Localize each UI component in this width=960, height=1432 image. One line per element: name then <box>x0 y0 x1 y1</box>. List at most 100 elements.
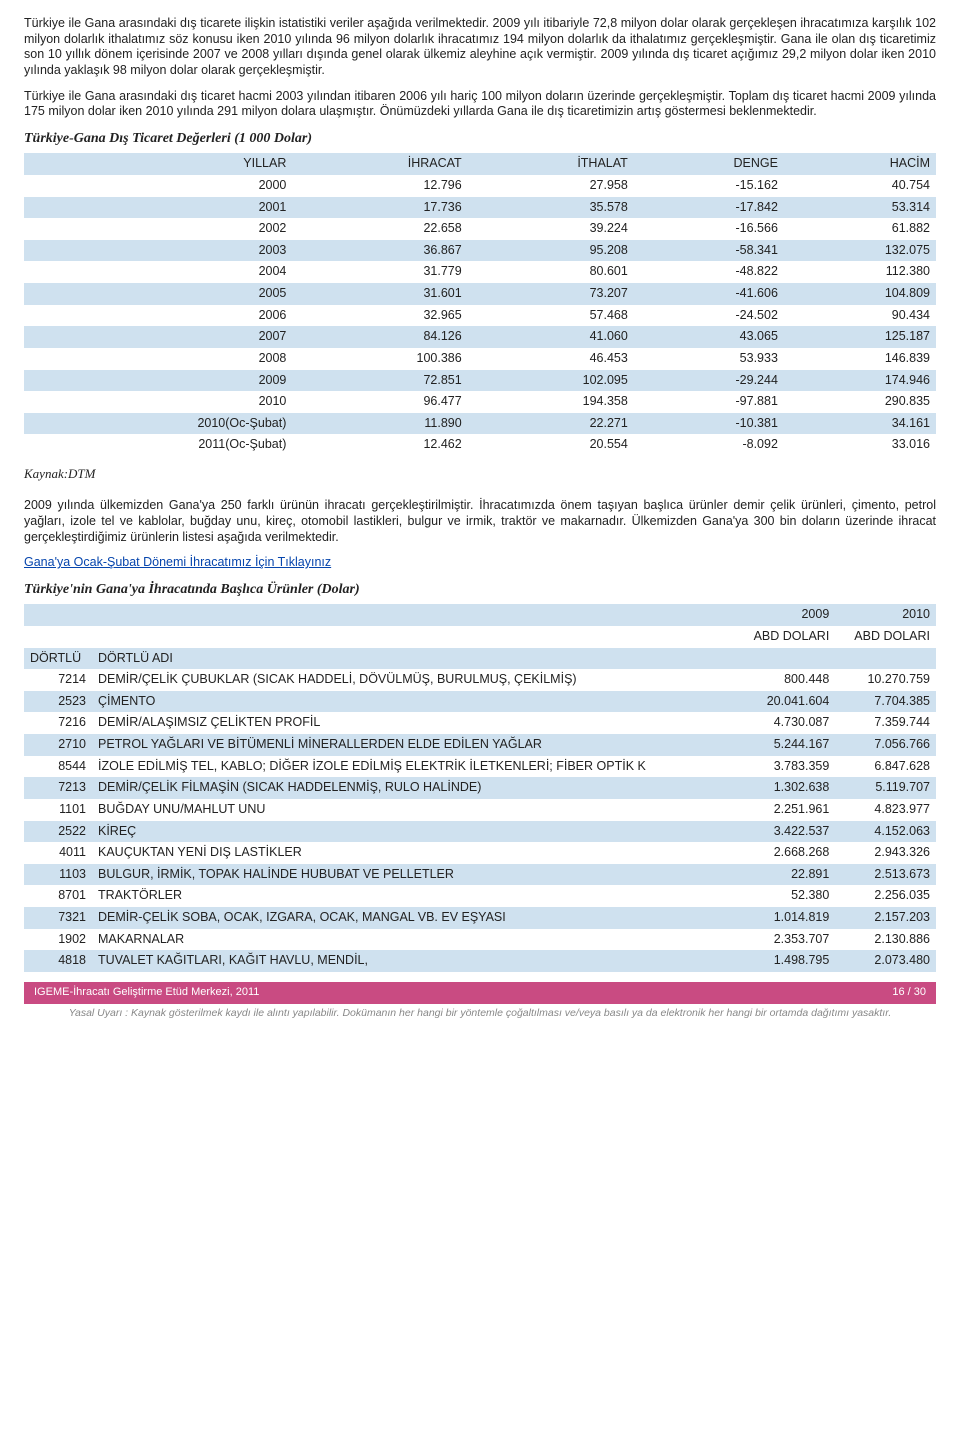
table-cell: 2009 <box>24 370 292 392</box>
main-products-table: 2009 2010 ABD DOLARI ABD DOLARI DÖRTLÜ D… <box>24 604 936 972</box>
value-2009: 22.891 <box>735 864 836 886</box>
table-cell: -17.842 <box>634 197 784 219</box>
table-cell: 46.453 <box>468 348 634 370</box>
table-cell: 39.224 <box>468 218 634 240</box>
value-2009: 2.353.707 <box>735 929 836 951</box>
table-cell: 34.161 <box>784 413 936 435</box>
product-name: BUĞDAY UNU/MAHLUT UNU <box>92 799 735 821</box>
table-cell: 20.554 <box>468 434 634 456</box>
table-row: 4011KAUÇUKTAN YENİ DIŞ LASTİKLER2.668.26… <box>24 842 936 864</box>
table-cell: 100.386 <box>292 348 467 370</box>
table-row: 2523ÇİMENTO20.041.6047.704.385 <box>24 691 936 713</box>
value-2010: 7.704.385 <box>835 691 936 713</box>
table-cell: 61.882 <box>784 218 936 240</box>
table-row: 1103BULGUR, İRMİK, TOPAK HALİNDE HUBUBAT… <box>24 864 936 886</box>
table-cell: -29.244 <box>634 370 784 392</box>
table-row: 2010(Oc-Şubat)11.89022.271-10.38134.161 <box>24 413 936 435</box>
t2-col-code: DÖRTLÜ <box>24 648 92 670</box>
product-code: 1101 <box>24 799 92 821</box>
table-cell: -16.566 <box>634 218 784 240</box>
product-code: 2523 <box>24 691 92 713</box>
value-2009: 2.668.268 <box>735 842 836 864</box>
value-2009: 1.498.795 <box>735 950 836 972</box>
product-name: PETROL YAĞLARI VE BİTÜMENLİ MİNERALLERDE… <box>92 734 735 756</box>
table-cell: 22.271 <box>468 413 634 435</box>
product-code: 4011 <box>24 842 92 864</box>
intro-para-1: Türkiye ile Gana arasındaki dış ticarete… <box>24 16 936 79</box>
product-code: 2710 <box>24 734 92 756</box>
table-cell: 57.468 <box>468 305 634 327</box>
product-code: 8544 <box>24 756 92 778</box>
value-2009: 3.422.537 <box>735 821 836 843</box>
table-row: 2710PETROL YAĞLARI VE BİTÜMENLİ MİNERALL… <box>24 734 936 756</box>
table-cell: 2008 <box>24 348 292 370</box>
product-code: 7214 <box>24 669 92 691</box>
product-name: DEMİR/ÇELİK FİLMAŞİN (SICAK HADDELENMİŞ,… <box>92 777 735 799</box>
table-cell: 2007 <box>24 326 292 348</box>
product-code: 4818 <box>24 950 92 972</box>
table-cell: 2004 <box>24 261 292 283</box>
table-row: 7216DEMİR/ALAŞIMSIZ ÇELİKTEN PROFİL4.730… <box>24 712 936 734</box>
product-name: ÇİMENTO <box>92 691 735 713</box>
table-cell: 2002 <box>24 218 292 240</box>
table-row: 7214DEMİR/ÇELİK ÇUBUKLAR (SICAK HADDELİ,… <box>24 669 936 691</box>
table-row: 2011(Oc-Şubat)12.46220.554-8.09233.016 <box>24 434 936 456</box>
product-name: DEMİR/ALAŞIMSIZ ÇELİKTEN PROFİL <box>92 712 735 734</box>
table-cell: 2005 <box>24 283 292 305</box>
value-2010: 2.256.035 <box>835 885 936 907</box>
table-cell: 95.208 <box>468 240 634 262</box>
table-row: 200336.86795.208-58.341132.075 <box>24 240 936 262</box>
table-cell: 132.075 <box>784 240 936 262</box>
table-cell: 174.946 <box>784 370 936 392</box>
table-row: 2522KİREÇ3.422.5374.152.063 <box>24 821 936 843</box>
product-code: 2522 <box>24 821 92 843</box>
product-name: TUVALET KAĞITLARI, KAĞIT HAVLU, MENDİL, <box>92 950 735 972</box>
table-cell: 36.867 <box>292 240 467 262</box>
value-2010: 4.152.063 <box>835 821 936 843</box>
value-2009: 1.302.638 <box>735 777 836 799</box>
table2-title: Türkiye'nin Gana'ya İhracatında Başlıca … <box>24 581 936 599</box>
value-2010: 5.119.707 <box>835 777 936 799</box>
product-code: 1902 <box>24 929 92 951</box>
table-cell: 2000 <box>24 175 292 197</box>
value-2009: 1.014.819 <box>735 907 836 929</box>
table-row: 200012.79627.958-15.16240.754 <box>24 175 936 197</box>
table-cell: 90.434 <box>784 305 936 327</box>
table1-source: Kaynak:DTM <box>24 466 936 482</box>
table-cell: 84.126 <box>292 326 467 348</box>
col-volume: HACİM <box>784 153 936 175</box>
value-2010: 7.056.766 <box>835 734 936 756</box>
table1-title: Türkiye-Gana Dış Ticaret Değerleri (1 00… <box>24 130 936 148</box>
value-2009: 4.730.087 <box>735 712 836 734</box>
value-2010: 2.073.480 <box>835 950 936 972</box>
table-cell: 41.060 <box>468 326 634 348</box>
table-cell: -10.381 <box>634 413 784 435</box>
value-2010: 6.847.628 <box>835 756 936 778</box>
product-name: KAUÇUKTAN YENİ DIŞ LASTİKLER <box>92 842 735 864</box>
table-row: 200222.65839.224-16.56661.882 <box>24 218 936 240</box>
product-code: 1103 <box>24 864 92 886</box>
export-link[interactable]: Gana'ya Ocak-Şubat Dönemi İhracatımız İç… <box>24 555 331 569</box>
table-cell: 22.658 <box>292 218 467 240</box>
table-cell: -41.606 <box>634 283 784 305</box>
table-cell: 2006 <box>24 305 292 327</box>
value-2009: 800.448 <box>735 669 836 691</box>
table-cell: 32.965 <box>292 305 467 327</box>
product-name: BULGUR, İRMİK, TOPAK HALİNDE HUBUBAT VE … <box>92 864 735 886</box>
value-2010: 2.513.673 <box>835 864 936 886</box>
product-name: DEMİR/ÇELİK ÇUBUKLAR (SICAK HADDELİ, DÖV… <box>92 669 735 691</box>
table-cell: 31.779 <box>292 261 467 283</box>
table-cell: 27.958 <box>468 175 634 197</box>
table-cell: 102.095 <box>468 370 634 392</box>
value-2009: 20.041.604 <box>735 691 836 713</box>
table-row: 200531.60173.207-41.606104.809 <box>24 283 936 305</box>
table-row: 4818TUVALET KAĞITLARI, KAĞIT HAVLU, MEND… <box>24 950 936 972</box>
value-2009: 3.783.359 <box>735 756 836 778</box>
table-cell: 2010 <box>24 391 292 413</box>
t2-sub-2010: ABD DOLARI <box>835 626 936 648</box>
table-cell: 112.380 <box>784 261 936 283</box>
col-import: İTHALAT <box>468 153 634 175</box>
table-row: 7321DEMİR-ÇELİK SOBA, OCAK, IZGARA, OCAK… <box>24 907 936 929</box>
product-code: 8701 <box>24 885 92 907</box>
value-2010: 2.943.326 <box>835 842 936 864</box>
